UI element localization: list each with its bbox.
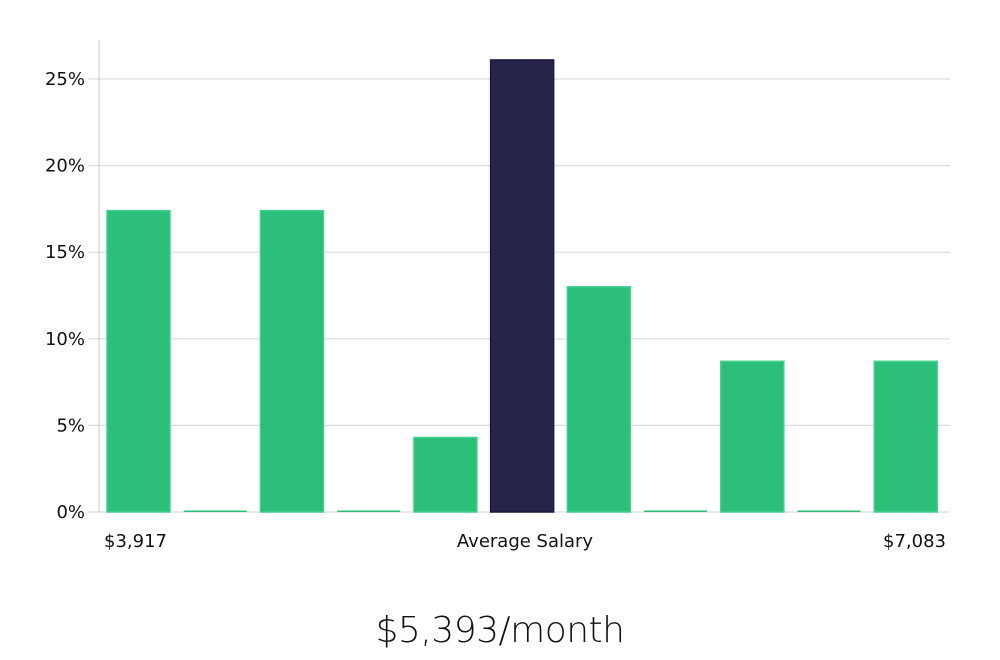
bars: [106, 59, 939, 513]
bar: [797, 510, 861, 512]
y-tick-label: 15%: [45, 242, 85, 263]
average-salary-summary: $5,393/month: [375, 610, 625, 651]
x-max-label: $7,083: [883, 531, 946, 552]
y-axis-ticks: 0% 5% 10% 15% 20% 25%: [45, 69, 85, 523]
bar: [644, 510, 708, 512]
bar: [566, 286, 632, 513]
bar: [259, 209, 325, 513]
x-axis-label: Average Salary: [457, 531, 594, 552]
bar: [873, 360, 939, 513]
y-tick-label: 20%: [45, 156, 85, 177]
x-min-label: $3,917: [104, 531, 167, 552]
bar: [337, 510, 401, 512]
y-tick-label: 25%: [45, 69, 85, 90]
bar: [720, 360, 785, 513]
y-tick-label: 10%: [45, 329, 85, 350]
salary-distribution-chart: 0% 5% 10% 15% 20% 25% $3,917 Average Salary $…: [45, 40, 950, 552]
bar: [413, 436, 478, 513]
bar: [106, 209, 171, 513]
y-tick-label: 0%: [56, 502, 85, 523]
bar: [183, 510, 247, 512]
y-tick-label: 5%: [56, 415, 85, 436]
bar-highlighted: [489, 59, 555, 513]
